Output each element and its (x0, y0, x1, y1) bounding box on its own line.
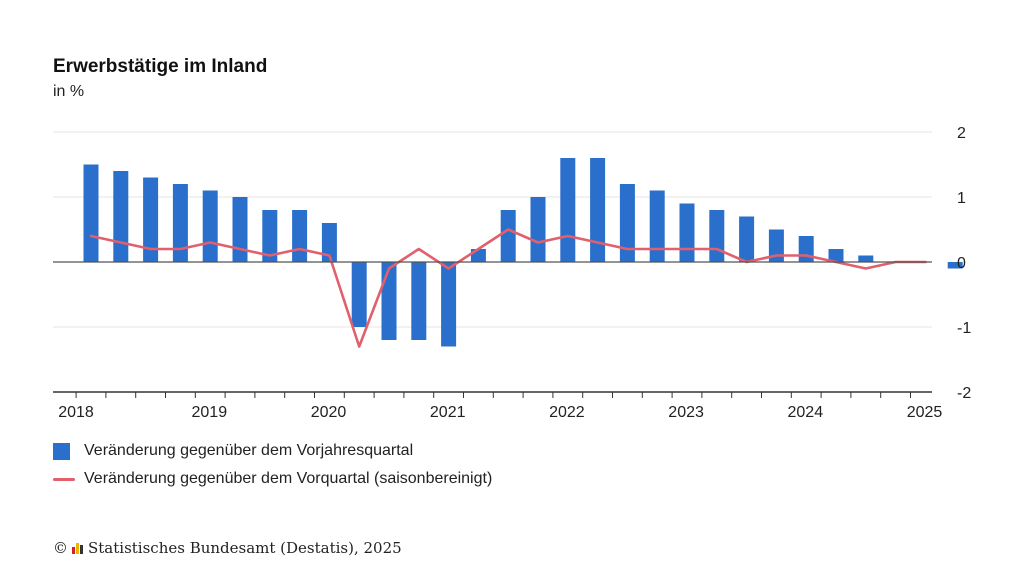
bar (143, 177, 159, 262)
chart-subtitle: in % (53, 83, 85, 100)
legend-bar-label: Veränderung gegenüber dem Vorjahresquart… (84, 442, 414, 459)
bar (709, 210, 725, 262)
source-credit: © Statistisches Bundesamt (Destatis), 20… (53, 539, 402, 557)
x-tick-label: 2020 (311, 404, 347, 421)
x-tick-label: 2021 (430, 404, 466, 421)
y-tick-label: 1 (957, 190, 966, 207)
bar (381, 262, 397, 340)
bar (739, 216, 755, 262)
bar (947, 262, 963, 269)
bar (798, 236, 814, 262)
bar (262, 210, 278, 262)
copyright-symbol: © (53, 539, 68, 557)
logo-bar (80, 545, 83, 554)
bar (649, 190, 665, 262)
x-tick-label: 2025 (907, 404, 943, 421)
x-tick-label: 2022 (549, 404, 585, 421)
chart-canvas: 2 1 0 -1 -2 2018 2019 2020 2021 2022 2023 2024 2025 (53, 125, 971, 421)
bar (858, 255, 874, 262)
bar (441, 262, 457, 347)
bar (679, 203, 695, 262)
bar (411, 262, 427, 340)
legend-line-label: Veränderung gegenüber dem Vorquartal (sa… (84, 470, 493, 487)
bar (292, 210, 308, 262)
bar (202, 190, 218, 262)
logo-bar (72, 547, 75, 554)
bar (560, 158, 576, 262)
y-tick-label: 0 (957, 255, 966, 272)
bar (619, 184, 635, 262)
bar (530, 197, 546, 262)
bar (590, 158, 606, 262)
source-text: Statistisches Bundesamt (Destatis), 2025 (88, 539, 402, 557)
bar (828, 249, 844, 262)
series-line (89, 228, 927, 348)
y-tick-label: -1 (957, 320, 971, 337)
y-tick-label: -2 (957, 385, 971, 402)
bar (321, 223, 337, 262)
bar (500, 210, 516, 262)
chart-title: Erwerbstätige im Inland (53, 56, 268, 77)
legend-item-line[interactable]: Veränderung gegenüber dem Vorquartal (sa… (53, 470, 492, 488)
y-tick-label: 2 (957, 125, 966, 142)
x-tick-label: 2018 (58, 404, 94, 421)
legend-bar-swatch (53, 442, 70, 460)
x-tick-label: 2023 (668, 404, 704, 421)
bar (172, 184, 188, 262)
bar (232, 197, 248, 262)
logo-bar (76, 543, 79, 554)
x-tick-label: 2024 (788, 404, 824, 421)
bar (768, 229, 784, 262)
legend-line-swatch (53, 477, 75, 481)
bar (83, 164, 99, 262)
legend-item-bars[interactable]: Veränderung gegenüber dem Vorjahresquart… (53, 442, 413, 460)
x-tick-label: 2019 (192, 404, 228, 421)
bar (113, 171, 129, 262)
bar (351, 262, 367, 327)
destatis-logo-icon (72, 542, 83, 554)
